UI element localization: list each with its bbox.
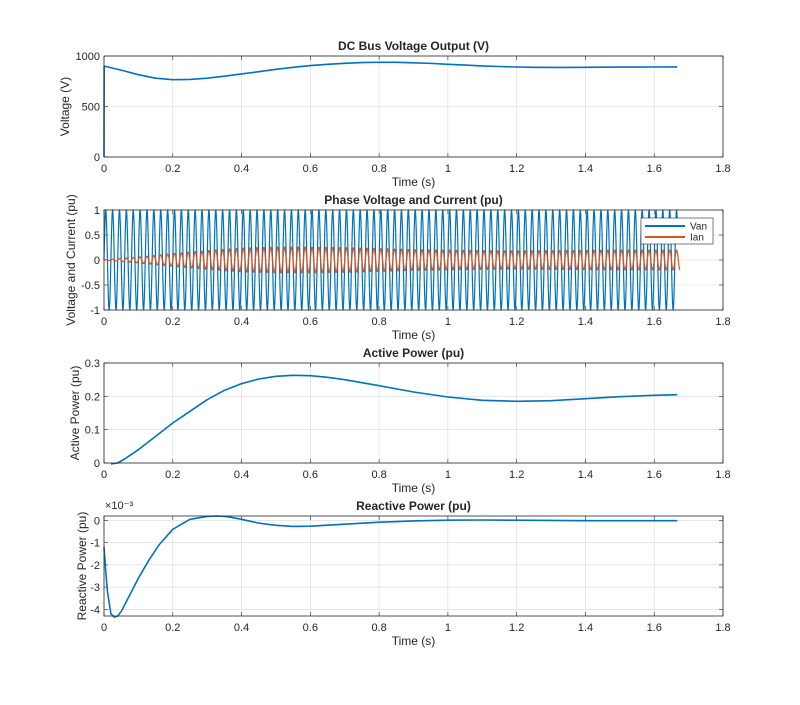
x-tick-label: 1.4 [578, 163, 593, 175]
y-tick-label: -4 [90, 604, 100, 616]
plot-area [104, 363, 723, 463]
axes-box [103, 362, 724, 464]
legend-label-van: Van [690, 222, 707, 233]
x-tick-label: 0.8 [371, 469, 386, 481]
y-tick-label: -1 [90, 538, 100, 550]
x-tick-label: 0.4 [234, 163, 249, 175]
x-tick-label: 1.2 [509, 469, 524, 481]
x-tick-label: 1.2 [509, 622, 524, 634]
x-tick-label: 1.4 [578, 622, 593, 634]
x-tick-label: 0.6 [303, 163, 318, 175]
x-tick-label: 0.4 [234, 622, 249, 634]
x-tick-label: 1 [445, 622, 451, 634]
x-tick-label: 0.8 [371, 163, 386, 175]
x-tick-label: 1.8 [715, 622, 730, 634]
y-tick-label: 0 [94, 152, 100, 164]
x-tick-label: 1 [445, 163, 451, 175]
x-tick-label: 0.8 [371, 316, 386, 328]
x-axis-label: Time (s) [392, 481, 436, 495]
chart-panel-3: 0 0.2 0.4 0.6 0.8 1 1.2 1.4 1.6 1.800.10.20.3Acti… [68, 346, 731, 495]
legend-label-ian: Ian [690, 233, 704, 244]
y-axis-label: Voltage and Current (pu) [64, 194, 78, 325]
x-tick-label: 1.6 [647, 163, 662, 175]
x-tick-label: 0.6 [303, 469, 318, 481]
y-axis-label: Active Power (pu) [68, 366, 82, 461]
y-tick-label: 1000 [76, 51, 100, 63]
x-tick-label: 0.8 [371, 622, 386, 634]
chart-title: Reactive Power (pu) [356, 499, 471, 513]
y-axis-label: Voltage (V) [58, 77, 72, 136]
series-line [110, 374, 678, 465]
y-axis-label: Reactive Power (pu) [75, 512, 89, 621]
x-tick-label: 0.2 [165, 163, 180, 175]
y-tick-label: 0.1 [85, 425, 100, 437]
y-tick-label: 0 [94, 515, 100, 527]
y-tick-label: -3 [90, 582, 100, 594]
x-tick-label: 0.4 [234, 469, 249, 481]
y-tick-label: 0.2 [85, 391, 100, 403]
x-tick-label: 0.2 [165, 622, 180, 634]
chart-panel-4: 0 0.2 0.4 0.6 0.8 1 1.2 1.4 1.6 1.80-1-2-3-4React… [75, 499, 731, 648]
chart-panel-2: 0 0.2 0.4 0.6 0.8 1 1.2 1.4 1.6 1.8 -1 -0.5 0 0.5 1 Pha… [64, 193, 731, 342]
x-tick-label: 0 [101, 316, 107, 328]
y-tick-label: 0 [94, 255, 100, 267]
x-tick-label: 1.8 [715, 163, 730, 175]
x-tick-label: 0.4 [234, 316, 249, 328]
x-tick-label: 1.6 [647, 316, 662, 328]
x-tick-label: 1.4 [578, 469, 593, 481]
x-axis-label: Time (s) [392, 175, 436, 189]
chart-panel-1: 0 0.2 0.4 0.6 0.8 1 1.2 1.4 1.6 1.8 0 500 1000 DC Bus… [58, 39, 731, 189]
series-line [103, 61, 678, 158]
chart-title: Active Power (pu) [363, 346, 464, 360]
x-tick-label: 1 [445, 316, 451, 328]
axes-box [103, 515, 724, 617]
x-tick-label: 0.2 [165, 469, 180, 481]
y-tick-label: 0 [94, 458, 100, 470]
y-exponent-label: ×10⁻³ [105, 500, 133, 512]
x-tick-label: 0.6 [303, 316, 318, 328]
x-tick-label: 1.8 [715, 469, 730, 481]
series-line [103, 515, 678, 618]
x-tick-label: 0.6 [303, 622, 318, 634]
y-tick-label: 0.3 [85, 358, 100, 370]
x-tick-label: 0.2 [165, 316, 180, 328]
x-axis-label: Time (s) [392, 634, 436, 648]
x-tick-label: 0 [101, 622, 107, 634]
axes-box [103, 55, 724, 158]
x-tick-label: 1.6 [647, 622, 662, 634]
chart-title: DC Bus Voltage Output (V) [338, 39, 489, 53]
y-tick-label: 0.5 [85, 230, 100, 242]
axes-box [103, 209, 724, 311]
y-tick-label: 1 [94, 205, 100, 217]
y-tick-label: -1 [90, 305, 100, 317]
y-tick-label: 500 [82, 102, 100, 114]
x-axis-label: Time (s) [392, 328, 436, 342]
x-tick-label: 1.6 [647, 469, 662, 481]
series-line-van [103, 209, 678, 311]
plot-area [104, 516, 723, 616]
series-line-ian [103, 246, 681, 274]
x-tick-label: 1.4 [578, 316, 593, 328]
x-tick-label: 1.2 [509, 163, 524, 175]
x-tick-label: 1 [445, 469, 451, 481]
x-tick-label: 1.8 [715, 316, 730, 328]
x-tick-label: 0 [101, 469, 107, 481]
x-tick-label: 1.2 [509, 316, 524, 328]
legend-box [640, 217, 714, 245]
x-tick-label: 0 [101, 163, 107, 175]
y-tick-label: -0.5 [81, 280, 100, 292]
chart-title: Phase Voltage and Current (pu) [324, 193, 502, 207]
y-tick-label: -2 [90, 560, 100, 572]
